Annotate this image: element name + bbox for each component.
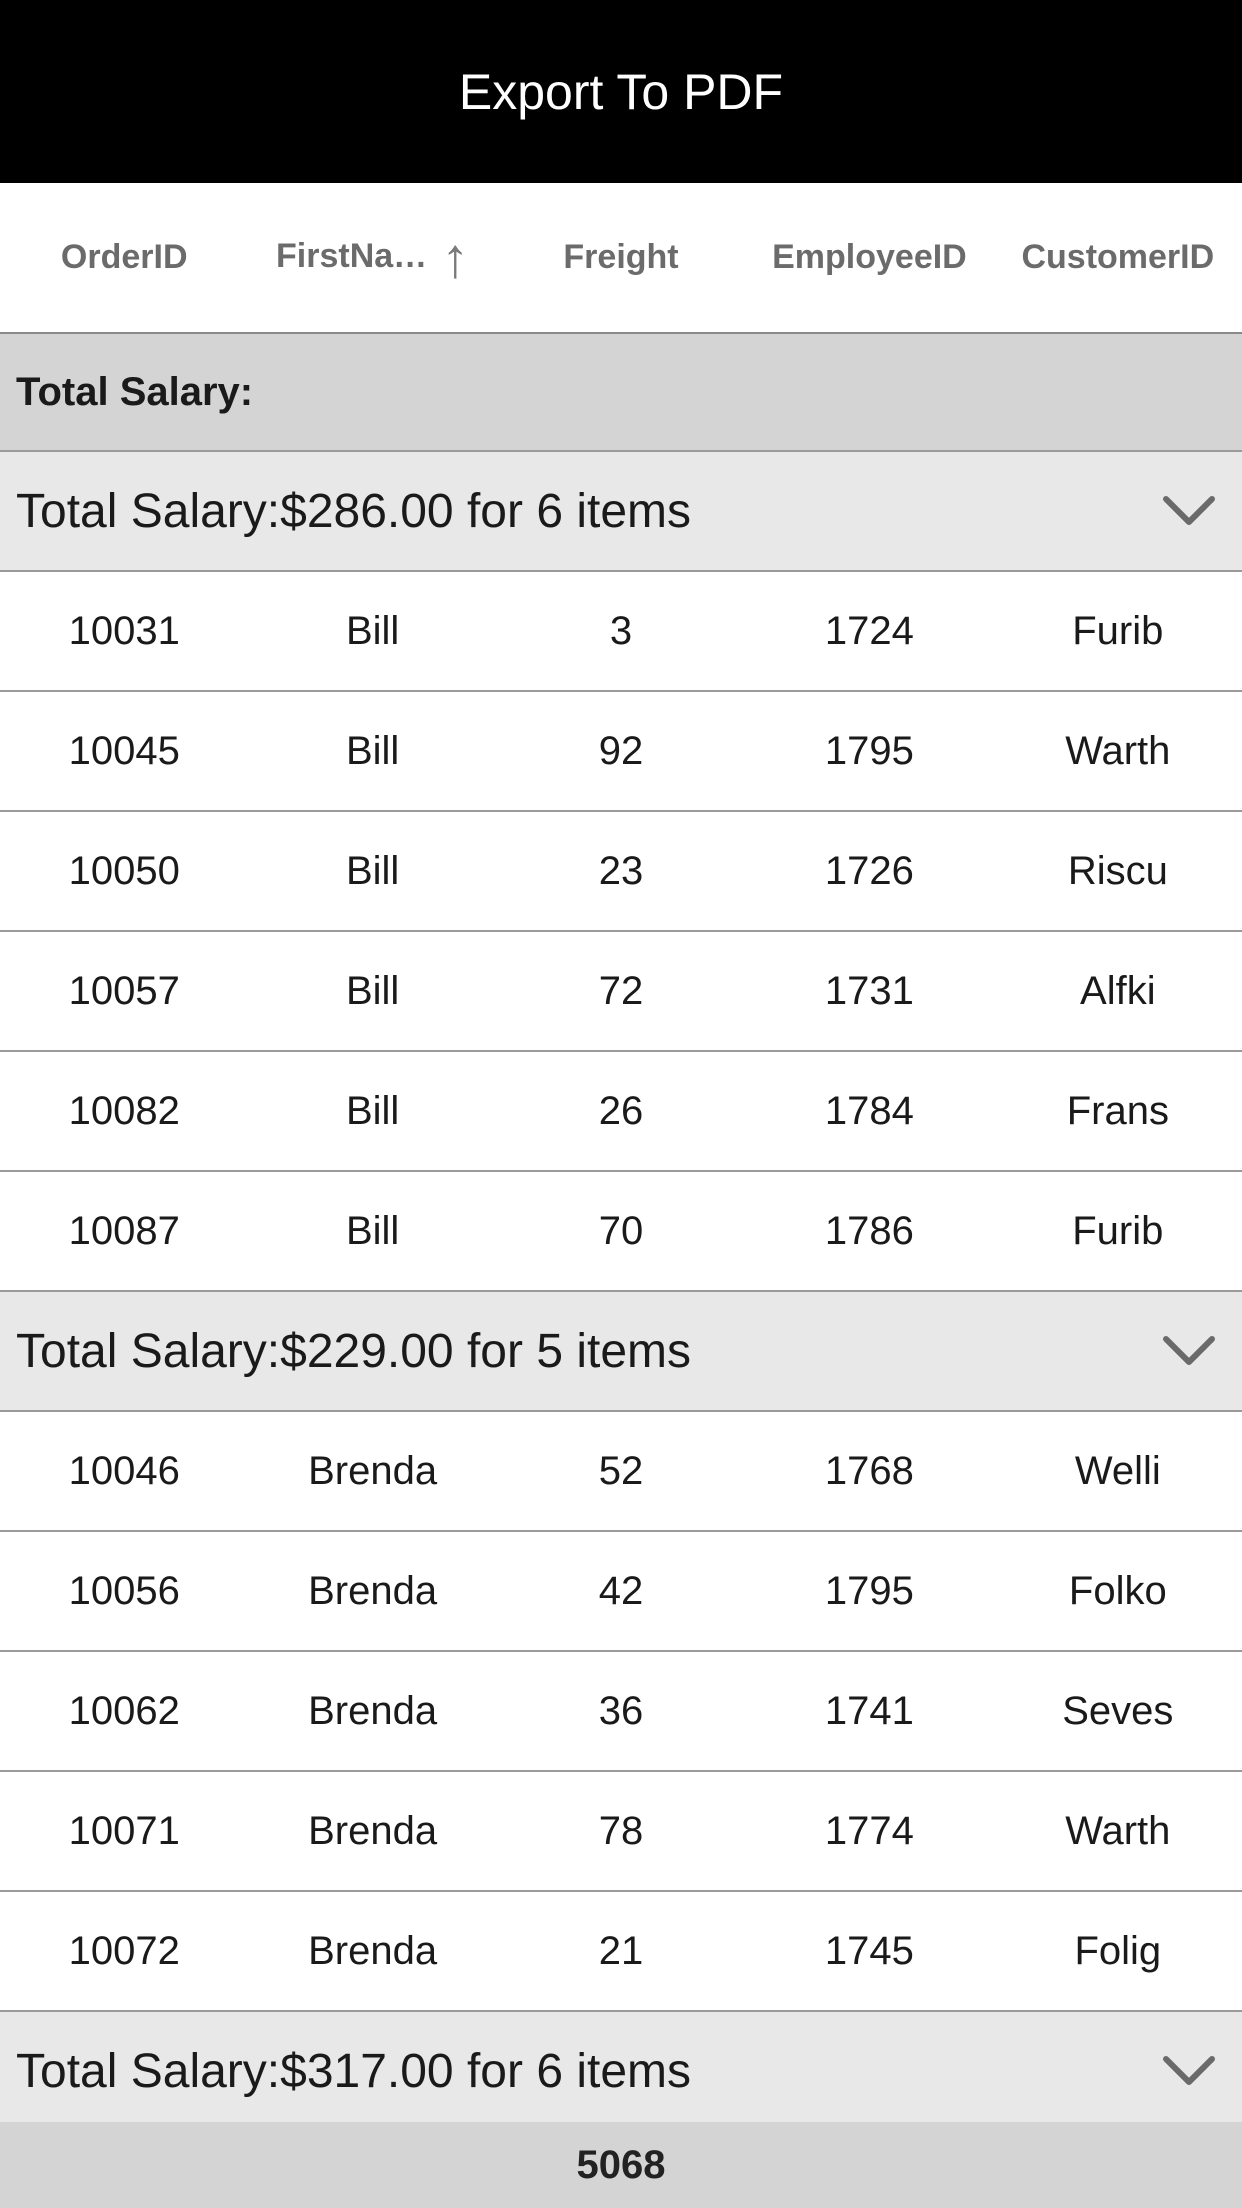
table-cell: 70 bbox=[598, 1208, 644, 1253]
table-cell: Brenda bbox=[308, 1688, 438, 1733]
table-cell: Brenda bbox=[308, 1448, 438, 1493]
column-header-freight[interactable]: Freight bbox=[497, 238, 745, 277]
table-cell: 10062 bbox=[68, 1688, 180, 1733]
table-row[interactable]: 10045 Bill 92 1795 Warth bbox=[0, 692, 1242, 812]
sort-ascending-arrow-icon: ↑ bbox=[441, 225, 470, 289]
table-cell: 1745 bbox=[824, 1928, 914, 1973]
table-cell: 72 bbox=[598, 968, 644, 1013]
table-cell: Alfki bbox=[1080, 968, 1156, 1013]
table-cell: 1731 bbox=[824, 968, 914, 1013]
table-cell: 10050 bbox=[68, 848, 180, 893]
group-caption: Total Salary:$317.00 for 6 items bbox=[16, 2044, 692, 2098]
table-row[interactable]: 10057 Bill 72 1731 Alfki bbox=[0, 932, 1242, 1052]
table-cell: 1726 bbox=[824, 848, 914, 893]
table-cell: Riscu bbox=[1067, 848, 1168, 893]
table-cell: Bill bbox=[345, 1208, 400, 1253]
table-cell: 3 bbox=[609, 608, 633, 653]
chevron-down-icon[interactable] bbox=[1162, 2051, 1216, 2091]
column-header-firstname[interactable]: FirstNa… ↑ bbox=[248, 225, 496, 289]
table-cell: Furib bbox=[1072, 1208, 1164, 1253]
table-cell: 10072 bbox=[68, 1928, 180, 1973]
table-row[interactable]: 10071 Brenda 78 1774 Warth bbox=[0, 1772, 1242, 1892]
column-header-customerid[interactable]: CustomerID bbox=[994, 238, 1242, 277]
table-cell: Seves bbox=[1062, 1688, 1174, 1733]
table-cell: 10057 bbox=[68, 968, 180, 1013]
table-cell: 52 bbox=[598, 1448, 644, 1493]
table-cell: Welli bbox=[1074, 1448, 1161, 1493]
table-cell: 1795 bbox=[824, 1568, 914, 1613]
table-row[interactable]: 10046 Brenda 52 1768 Welli bbox=[0, 1412, 1242, 1532]
table-cell: 21 bbox=[598, 1928, 644, 1973]
table-cell: 10071 bbox=[68, 1808, 180, 1853]
top-bar: Export To PDF bbox=[0, 0, 1242, 183]
table-cell: 10056 bbox=[68, 1568, 180, 1613]
footer-total-value: 5068 bbox=[576, 2142, 666, 2187]
table-cell: Folig bbox=[1074, 1928, 1162, 1973]
table-summary-footer: 5068 bbox=[0, 2122, 1242, 2208]
grid-body: Total Salary:$286.00 for 6 items 10031 Bil… bbox=[0, 452, 1242, 2132]
column-header-label: Freight bbox=[563, 238, 679, 276]
group-header-row[interactable]: Total Salary:$317.00 for 6 items bbox=[0, 2012, 1242, 2132]
table-cell: 92 bbox=[598, 728, 644, 773]
table-cell: 1741 bbox=[824, 1688, 914, 1733]
table-row[interactable]: 10087 Bill 70 1786 Furib bbox=[0, 1172, 1242, 1292]
group-header-row[interactable]: Total Salary:$286.00 for 6 items bbox=[0, 452, 1242, 572]
caption-summary-row: Total Salary: bbox=[0, 334, 1242, 452]
table-cell: Folko bbox=[1068, 1568, 1167, 1613]
table-row[interactable]: 10050 Bill 23 1726 Riscu bbox=[0, 812, 1242, 932]
chevron-down-icon[interactable] bbox=[1162, 1331, 1216, 1371]
caption-summary-label: Total Salary: bbox=[16, 369, 254, 414]
table-cell: 1784 bbox=[824, 1088, 914, 1133]
table-row[interactable]: 10072 Brenda 21 1745 Folig bbox=[0, 1892, 1242, 2012]
chevron-down-icon[interactable] bbox=[1162, 491, 1216, 531]
table-cell: 10087 bbox=[68, 1208, 180, 1253]
column-header-orderid[interactable]: OrderID bbox=[0, 238, 248, 277]
table-cell: 1786 bbox=[824, 1208, 914, 1253]
table-cell: 26 bbox=[598, 1088, 644, 1133]
table-cell: 36 bbox=[598, 1688, 644, 1733]
table-cell: Bill bbox=[345, 968, 400, 1013]
column-header-label: EmployeeID bbox=[772, 238, 967, 276]
table-cell: Bill bbox=[345, 1088, 400, 1133]
group-header-row[interactable]: Total Salary:$229.00 for 5 items bbox=[0, 1292, 1242, 1412]
table-cell: 1795 bbox=[824, 728, 914, 773]
table-cell: Brenda bbox=[308, 1568, 438, 1613]
table-row[interactable]: 10062 Brenda 36 1741 Seves bbox=[0, 1652, 1242, 1772]
table-cell: Furib bbox=[1072, 608, 1164, 653]
table-cell: 42 bbox=[598, 1568, 644, 1613]
table-cell: 23 bbox=[598, 848, 644, 893]
column-header-label: FirstNa… bbox=[276, 236, 428, 275]
table-cell: 10045 bbox=[68, 728, 180, 773]
column-header-employeeid[interactable]: EmployeeID bbox=[745, 238, 993, 277]
export-to-pdf-button[interactable]: Export To PDF bbox=[458, 63, 784, 120]
table-cell: Bill bbox=[345, 728, 400, 773]
table-row[interactable]: 10056 Brenda 42 1795 Folko bbox=[0, 1532, 1242, 1652]
table-cell: Warth bbox=[1065, 1808, 1171, 1853]
table-cell: Warth bbox=[1065, 728, 1171, 773]
table-cell: 10031 bbox=[68, 608, 180, 653]
table-cell: Brenda bbox=[308, 1808, 438, 1853]
column-header-label: CustomerID bbox=[1021, 238, 1215, 276]
column-header-row: OrderID FirstNa… ↑ Freight EmployeeID Cus… bbox=[0, 183, 1242, 334]
table-row[interactable]: 10082 Bill 26 1784 Frans bbox=[0, 1052, 1242, 1172]
table-cell: Bill bbox=[345, 848, 400, 893]
group-caption: Total Salary:$229.00 for 5 items bbox=[16, 1324, 692, 1378]
table-cell: 1774 bbox=[824, 1808, 914, 1853]
table-cell: Bill bbox=[345, 608, 400, 653]
table-cell: 10046 bbox=[68, 1448, 180, 1493]
table-cell: 1768 bbox=[824, 1448, 914, 1493]
table-cell: 1724 bbox=[824, 608, 914, 653]
table-cell: 78 bbox=[598, 1808, 644, 1853]
column-header-label: OrderID bbox=[60, 238, 188, 276]
table-cell: 10082 bbox=[68, 1088, 180, 1133]
table-cell: Brenda bbox=[308, 1928, 438, 1973]
table-row[interactable]: 10031 Bill 3 1724 Furib bbox=[0, 572, 1242, 692]
group-caption: Total Salary:$286.00 for 6 items bbox=[16, 484, 692, 538]
table-cell: Frans bbox=[1066, 1088, 1169, 1133]
